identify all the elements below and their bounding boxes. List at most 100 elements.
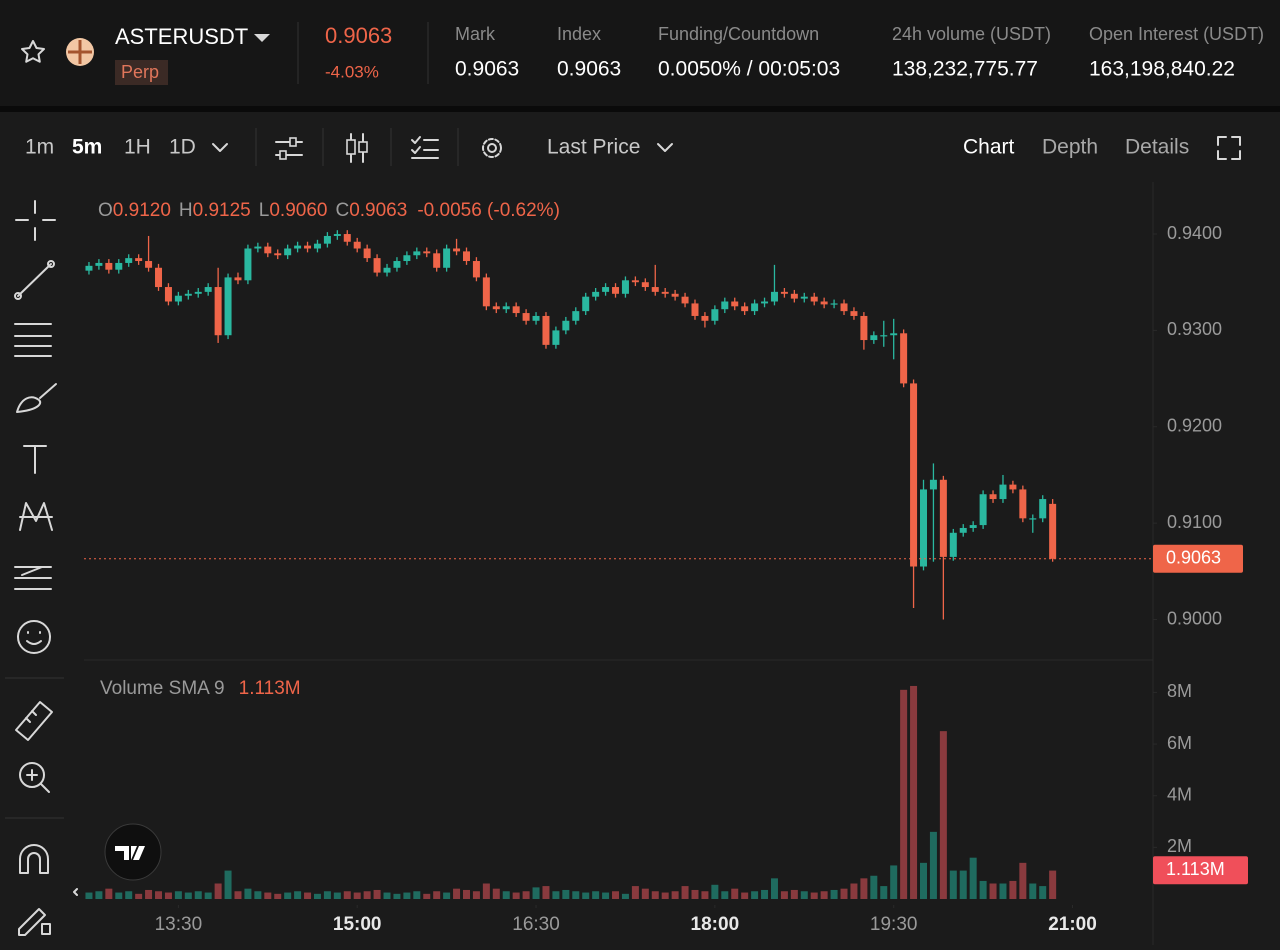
candle-body: [1019, 489, 1027, 519]
y-tick-label: 0.9000: [1167, 608, 1222, 628]
trendline-tool-end: [14, 292, 22, 300]
brush-tool[interactable]: [16, 383, 57, 413]
volume-sma: 1.113M: [239, 678, 301, 699]
candle-body: [800, 296, 808, 299]
emoji-tool[interactable]: [17, 620, 51, 654]
volume-label: Volume SMA 9: [100, 678, 225, 699]
candle-body: [969, 525, 977, 528]
symbol[interactable]: ASTERUSDT: [115, 24, 248, 49]
candle-body: [423, 251, 431, 254]
candle-body: [721, 301, 729, 310]
candle-body: [741, 306, 749, 312]
interval[interactable]: 1m: [25, 136, 54, 159]
volume-bar: [582, 892, 590, 899]
candle-body: [810, 296, 818, 302]
volume-bar: [671, 891, 679, 899]
settings-icon-hub: [487, 143, 497, 153]
price-type[interactable]: Last Price: [547, 136, 640, 159]
volume-bar: [592, 891, 600, 899]
symbol-dropdown[interactable]: [254, 34, 270, 42]
stat-label: 24h volume (USDT): [892, 24, 1051, 44]
volume-bar: [929, 831, 937, 899]
zoom-tool[interactable]: [19, 762, 45, 788]
volume-bar: [542, 886, 550, 899]
trendline-tool[interactable]: [17, 263, 52, 297]
fib-tool[interactable]: [14, 323, 52, 357]
template-icon[interactable]: [411, 136, 439, 159]
candle-body: [572, 311, 580, 321]
volume-bar: [850, 883, 858, 899]
pattern-tool[interactable]: [19, 502, 53, 531]
volume-bar: [254, 891, 262, 899]
candle-body: [1039, 499, 1047, 519]
volume-bar: [800, 891, 808, 899]
candle-body: [413, 251, 421, 256]
volume-bar: [562, 889, 570, 899]
interval[interactable]: 1H: [124, 136, 151, 159]
divider: [0, 106, 1280, 112]
interval[interactable]: 5m: [72, 136, 102, 159]
candle-body: [830, 303, 838, 305]
candle-body: [443, 248, 451, 268]
volume-bar: [910, 685, 918, 899]
candle-body: [890, 333, 898, 336]
candle-body: [949, 532, 957, 557]
volume-bar: [115, 892, 123, 899]
settings-icon[interactable]: [482, 138, 502, 158]
text-tool[interactable]: [23, 445, 47, 474]
interval[interactable]: 1D: [169, 136, 196, 159]
volume-bar: [820, 891, 828, 899]
candle-body: [304, 245, 312, 249]
candle-body: [323, 235, 331, 244]
candle-body: [681, 296, 689, 304]
volume-bar: [701, 891, 709, 899]
measure-tool[interactable]: [15, 701, 53, 741]
zoom-tool-glyph: [26, 769, 50, 793]
volume-bar: [621, 893, 629, 899]
volume-bar: [294, 891, 302, 899]
fullscreen-icon[interactable]: [1217, 136, 1241, 160]
last-price-tag: [1153, 544, 1243, 573]
volume-bar: [393, 893, 401, 899]
candle-body: [264, 246, 272, 254]
volume-tick-label: 4M: [1167, 784, 1192, 804]
candle-body: [612, 287, 620, 294]
prediction-tool[interactable]: [14, 566, 52, 590]
volume-bar: [512, 892, 520, 899]
volume-bar: [85, 892, 93, 899]
lock-tool[interactable]: [18, 908, 51, 936]
volume-bar: [234, 891, 242, 899]
candle-body: [860, 315, 868, 341]
crosshair-tool[interactable]: [15, 200, 56, 241]
candle-body: [294, 245, 302, 249]
candle-body: [751, 303, 759, 312]
candle-body: [522, 313, 530, 321]
x-tick-label: 13:30: [155, 914, 203, 935]
candle-body: [125, 258, 133, 263]
interval-dropdown[interactable]: [212, 143, 228, 152]
volume-bar: [890, 865, 898, 899]
view-tab[interactable]: Depth: [1042, 136, 1098, 159]
x-tick-label: 19:30: [870, 914, 918, 935]
candle-body: [373, 258, 381, 273]
volume-bar: [323, 891, 331, 899]
candle-body: [770, 291, 778, 302]
candle-body: [542, 315, 550, 345]
volume-sma-label: 1.113M: [1166, 859, 1225, 879]
candle-body: [661, 291, 669, 294]
stat-value: 0.9063: [455, 58, 519, 81]
collapse-toolbar[interactable]: [73, 888, 78, 896]
candle-body: [582, 296, 590, 312]
price-type-dropdown[interactable]: [657, 143, 673, 152]
candle-body: [403, 255, 411, 262]
volume-bar: [184, 892, 192, 899]
magnet-tool[interactable]: [19, 844, 49, 874]
header-bg: [0, 0, 1280, 106]
view-tab[interactable]: Details: [1125, 136, 1189, 159]
view-tab[interactable]: Chart: [963, 136, 1015, 159]
candle-body: [284, 248, 292, 256]
candle-body: [274, 253, 282, 256]
favorite-star[interactable]: [21, 40, 45, 63]
volume-bar: [870, 875, 878, 899]
